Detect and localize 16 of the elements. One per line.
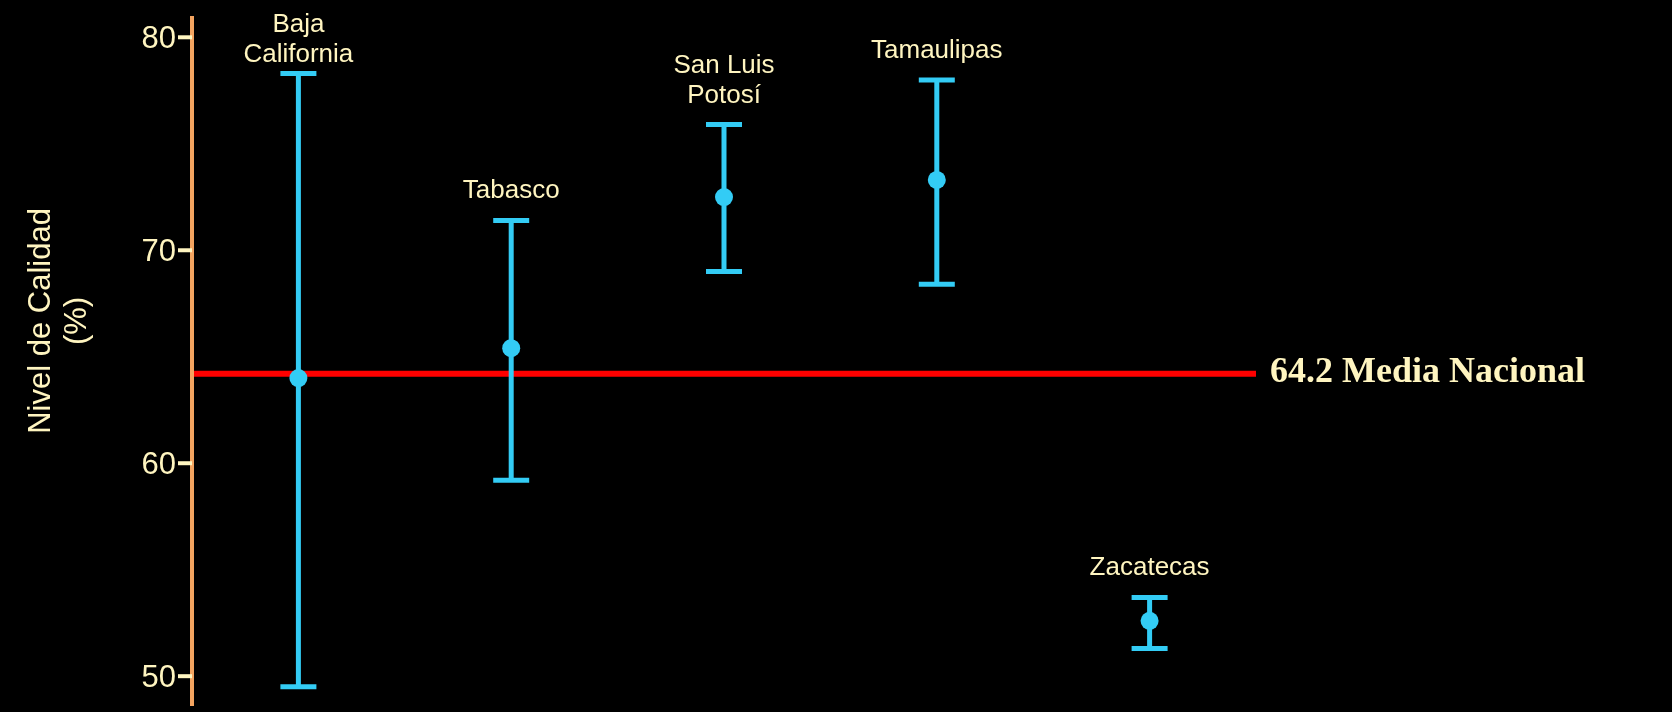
x-tick-label: San Luis Potosí [673, 48, 775, 109]
ref-line-label: 64.2 Media Nacional [1270, 350, 1585, 391]
y-tick-label: 70 [141, 233, 176, 269]
point [289, 369, 308, 388]
x-tick-label: Tabasco [462, 174, 560, 205]
x-tick-label: Tamaulipas [871, 33, 1003, 64]
y-tick-label: 60 [141, 446, 176, 482]
point [715, 188, 733, 207]
y-tick-label: 50 [141, 659, 176, 695]
point [927, 170, 946, 189]
x-tick-label: Baja California [243, 8, 354, 68]
x-tick-label: Zacatecas [1089, 551, 1210, 582]
point [502, 339, 521, 358]
point [1140, 611, 1159, 630]
y-tick-label: 80 [141, 20, 176, 56]
y-axis-title: Nivel de Calidad (%) [22, 208, 93, 434]
